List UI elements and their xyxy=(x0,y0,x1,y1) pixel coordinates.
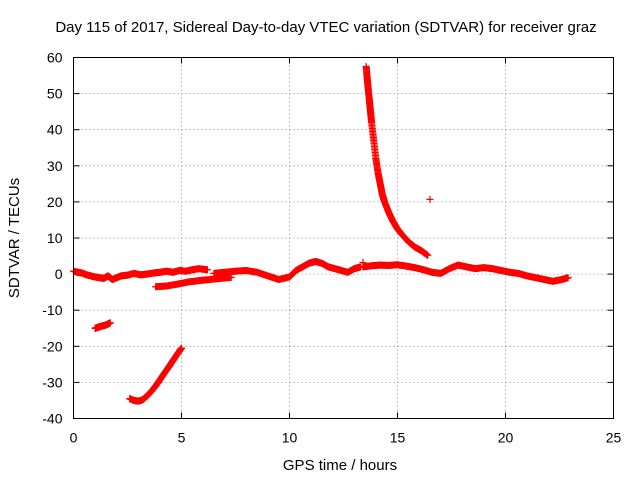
series-spike xyxy=(362,63,432,259)
y-tick-label: -30 xyxy=(42,374,62,390)
y-tick-label: 40 xyxy=(47,122,63,138)
series-midday xyxy=(210,257,365,284)
series-outliers xyxy=(359,195,434,267)
chart-title: Day 115 of 2017, Sidereal Day-to-day VTE… xyxy=(55,19,596,36)
series-dip-segment-a xyxy=(91,319,114,332)
y-tick-label: 10 xyxy=(47,230,63,246)
grid xyxy=(73,57,614,419)
series-lower-band xyxy=(152,273,235,291)
data-point xyxy=(203,266,211,274)
data-point xyxy=(564,274,572,282)
y-tick-label: -10 xyxy=(42,302,62,318)
x-tick-label: 20 xyxy=(498,430,514,446)
y-tick-label: -20 xyxy=(42,338,62,354)
axis-ticks: 0 5 10 15 20 25 -40 -30 -20 -10 0 10 20 30 40 50 60 xyxy=(42,50,621,446)
data-points xyxy=(70,63,572,405)
y-tick-label: 60 xyxy=(47,50,63,66)
y-tick-label: 30 xyxy=(47,158,63,174)
y-axis-label: SDTVAR / TECUs xyxy=(6,178,23,298)
series-afternoon xyxy=(359,261,572,285)
x-tick-label: 0 xyxy=(70,430,78,446)
x-tick-label: 25 xyxy=(606,430,622,446)
data-point xyxy=(106,319,114,327)
x-tick-label: 10 xyxy=(282,430,298,446)
x-axis-label: GPS time / hours xyxy=(283,457,397,474)
plot-frame xyxy=(73,57,614,419)
data-point xyxy=(178,344,185,352)
series-dip-segment-b xyxy=(126,344,185,405)
y-tick-label: -40 xyxy=(42,411,62,427)
data-point xyxy=(426,195,434,203)
x-tick-label: 5 xyxy=(178,430,186,446)
series-baseline-start xyxy=(70,265,211,284)
x-tick-label: 15 xyxy=(390,430,406,446)
y-tick-label: 20 xyxy=(47,194,63,210)
y-tick-label: 0 xyxy=(55,266,63,282)
data-point xyxy=(424,251,432,259)
y-tick-label: 50 xyxy=(47,86,63,102)
